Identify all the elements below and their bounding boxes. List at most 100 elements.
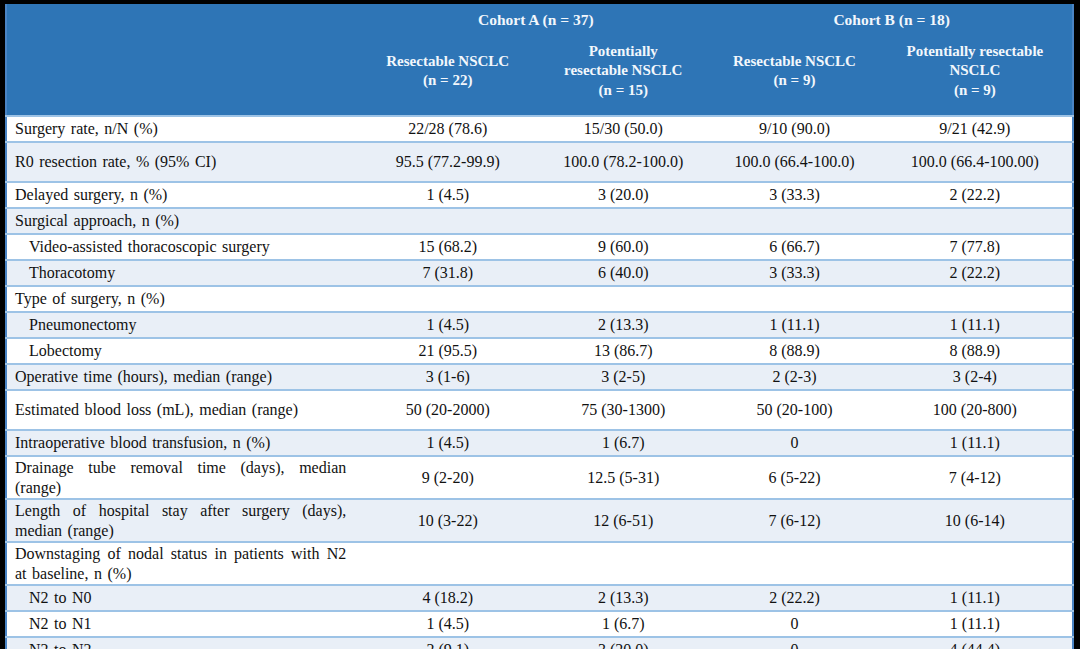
cell-value [360,208,535,234]
table-row: N2 to N11 (4.5)1 (6.7)01 (11.1) [6,611,1073,637]
cell-value: 1 (4.5) [360,182,535,208]
cell-value: 1 (4.5) [360,430,535,456]
cell-value: 2 (13.3) [535,585,711,611]
table-row: Length of hospital stay after surgery (d… [6,499,1073,542]
cell-value: 2 (22.2) [711,585,877,611]
row-label: Intraoperative blood transfusion, n (%) [6,430,360,456]
cell-value [535,542,711,585]
table-row: N2 to N22 (9.1)3 (20.0)04 (44.4) [6,637,1073,649]
column-header-line: Potentially [539,42,707,62]
cell-value: 12 (6-51) [535,499,711,542]
table-row: Intraoperative blood transfusion, n (%)1… [6,430,1073,456]
cell-value: 3 (1-6) [360,364,535,390]
cell-value: 9 (60.0) [535,234,711,260]
cell-value [360,286,535,312]
cell-value: 7 (6-12) [711,499,877,542]
row-label: Surgery rate, n/N (%) [6,116,360,142]
cell-value [360,542,535,585]
cell-value: 4 (18.2) [360,585,535,611]
cell-value: 2 (22.2) [878,260,1073,286]
cell-value: 12.5 (5-31) [535,456,711,499]
row-label: R0 resection rate, % (95% CI) [6,142,360,182]
row-label: Video-assisted thoracoscopic surgery [6,234,360,260]
table-row: Delayed surgery, n (%)1 (4.5)3 (20.0)3 (… [6,182,1073,208]
column-header-line: Resectable NSCLC [715,52,873,72]
cell-value [711,208,877,234]
cell-value: 1 (11.1) [878,585,1073,611]
table-row: Lobectomy21 (95.5)13 (86.7)8 (88.9)8 (88… [6,338,1073,364]
cell-value: 4 (44.4) [878,637,1073,649]
cell-value: 3 (33.3) [711,182,877,208]
cell-value: 50 (20-2000) [360,390,535,430]
cell-value: 100.0 (78.2-100.0) [535,142,711,182]
row-label: N2 to N1 [6,611,360,637]
cell-value [535,286,711,312]
cell-value: 21 (95.5) [360,338,535,364]
row-label: Thoracotomy [6,260,360,286]
row-label: Surgical approach, n (%) [6,208,360,234]
cell-value: 6 (66.7) [711,234,877,260]
cell-value: 6 (40.0) [535,260,711,286]
table-row: Pneumonectomy1 (4.5)2 (13.3)1 (11.1)1 (1… [6,312,1073,338]
cohort-a-header: Cohort A (n = 37) [360,4,711,33]
cell-value [878,286,1073,312]
cell-value: 3 (20.0) [535,637,711,649]
cell-value: 1 (6.7) [535,430,711,456]
row-label: Length of hospital stay after surgery (d… [6,499,360,542]
row-label: Operative time (hours), median (range) [6,364,360,390]
table-row: Type of surgery, n (%) [6,286,1073,312]
cell-value: 1 (11.1) [878,430,1073,456]
cohort-b-header: Cohort B (n = 18) [711,4,1073,33]
cell-value: 75 (30-1300) [535,390,711,430]
cell-value: 1 (4.5) [360,312,535,338]
column-header: Potentially resectableNSCLC(n = 9) [878,33,1073,116]
cell-value: 2 (22.2) [878,182,1073,208]
cell-value: 2 (2-3) [711,364,877,390]
table-row: Drainage tube removal time (days), media… [6,456,1073,499]
table-frame: Cohort A (n = 37) Cohort B (n = 18) Rese… [0,0,1080,649]
column-header-line: (n = 9) [882,81,1068,101]
column-header-line: Potentially resectable [882,42,1068,62]
cell-value [878,542,1073,585]
column-header: Potentiallyresectable NSCLC(n = 15) [535,33,711,116]
cell-value: 100 (20-800) [878,390,1073,430]
cell-value: 8 (88.9) [878,338,1073,364]
cell-value: 3 (20.0) [535,182,711,208]
cell-value: 100.0 (66.4-100.00) [878,142,1073,182]
cell-value: 10 (6-14) [878,499,1073,542]
cell-value: 3 (33.3) [711,260,877,286]
table-row: Surgery rate, n/N (%)22/28 (78.6)15/30 (… [6,116,1073,142]
cell-value: 9 (2-20) [360,456,535,499]
cell-value: 1 (11.1) [878,611,1073,637]
cell-value: 1 (6.7) [535,611,711,637]
table-row: R0 resection rate, % (95% CI)95.5 (77.2-… [6,142,1073,182]
row-label: Type of surgery, n (%) [6,286,360,312]
cell-value: 7 (77.8) [878,234,1073,260]
row-label: Downstaging of nodal status in patients … [6,542,360,585]
cell-value: 7 (4-12) [878,456,1073,499]
cell-value: 3 (2-5) [535,364,711,390]
column-header: Resectable NSCLC(n = 22) [360,33,535,116]
column-header-line: (n = 9) [715,71,873,91]
column-header-line: (n = 22) [364,71,531,91]
cell-value [711,286,877,312]
cell-value: 2 (9.1) [360,637,535,649]
table-row: Estimated blood loss (mL), median (range… [6,390,1073,430]
surgery-outcomes-table: Cohort A (n = 37) Cohort B (n = 18) Rese… [5,4,1074,649]
cell-value: 3 (2-4) [878,364,1073,390]
column-header-line: resectable NSCLC [539,61,707,81]
column-header-line: (n = 15) [539,81,707,101]
row-label: N2 to N2 [6,637,360,649]
cell-value: 15/30 (50.0) [535,116,711,142]
cell-value: 22/28 (78.6) [360,116,535,142]
column-header: Resectable NSCLC(n = 9) [711,33,877,116]
cell-value: 95.5 (77.2-99.9) [360,142,535,182]
row-label: N2 to N0 [6,585,360,611]
cell-value: 6 (5-22) [711,456,877,499]
row-label: Pneumonectomy [6,312,360,338]
cell-value: 8 (88.9) [711,338,877,364]
table-row: N2 to N04 (18.2)2 (13.3)2 (22.2)1 (11.1) [6,585,1073,611]
cell-value [878,208,1073,234]
cell-value: 0 [711,637,877,649]
column-header-line: NSCLC [882,61,1068,81]
